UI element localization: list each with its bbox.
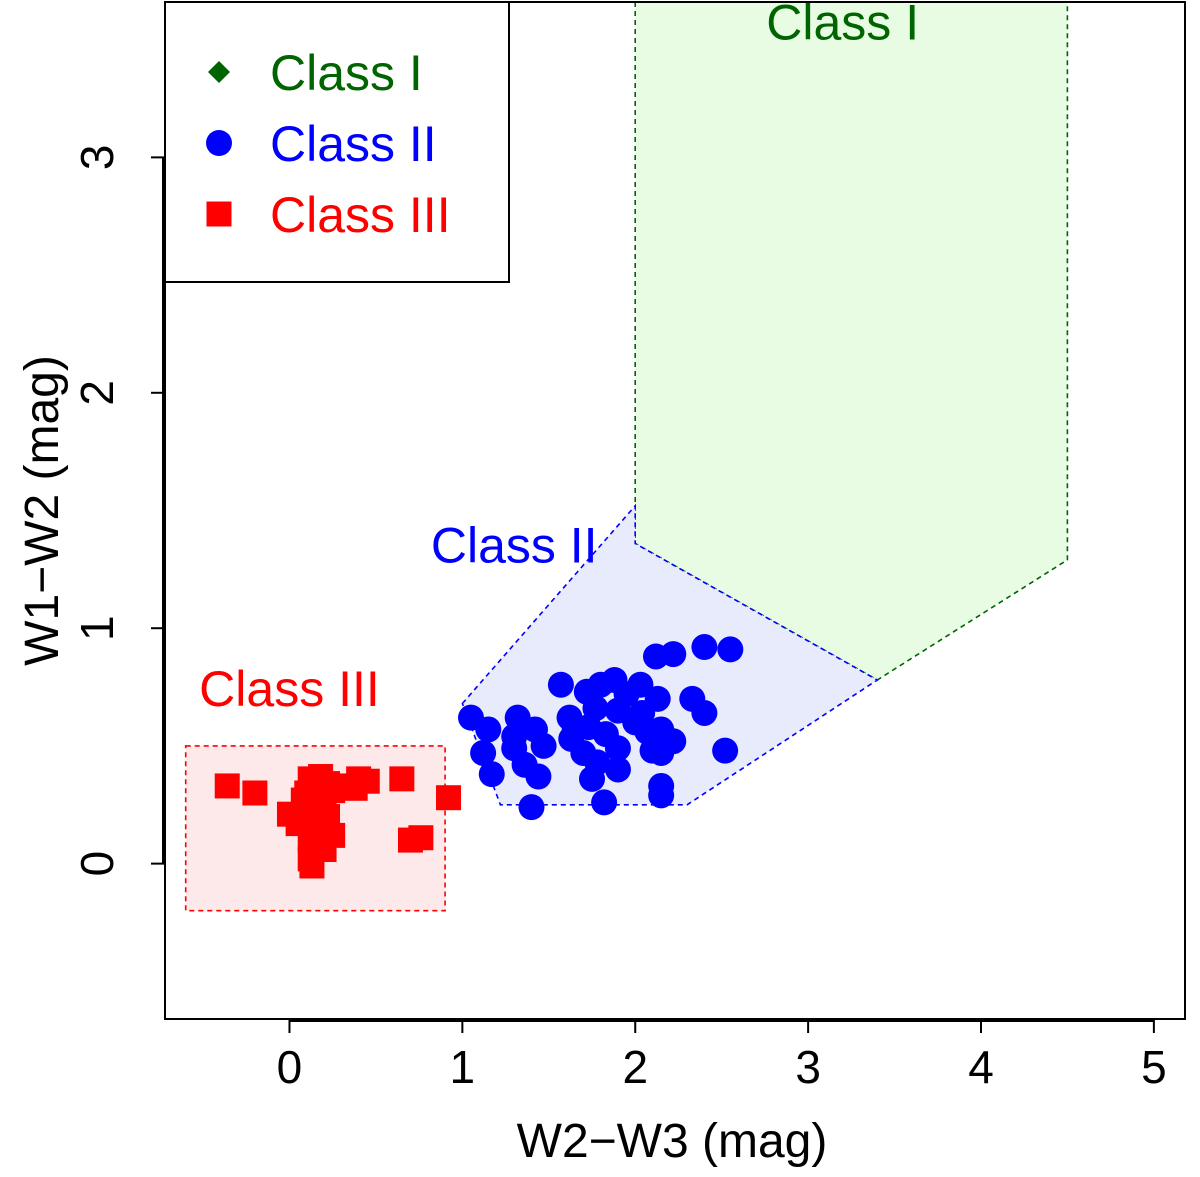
class-ii-point-43 xyxy=(691,699,718,726)
class-ii-point-10 xyxy=(530,732,557,759)
class-ii-point-29 xyxy=(627,671,654,698)
x-tick-label-5: 5 xyxy=(1141,1041,1167,1093)
class-iii-point-0 xyxy=(214,773,240,799)
legend-marker-2 xyxy=(206,201,232,227)
class-iii-point-20 xyxy=(354,768,380,794)
class-ii-point-34 xyxy=(644,685,671,712)
class-ii-point-23 xyxy=(582,695,609,722)
data-points-layer xyxy=(214,634,744,879)
plot-frame xyxy=(164,1,1186,1020)
legend-label-0: Class I xyxy=(270,45,423,101)
x-tick-label-4: 4 xyxy=(968,1041,994,1093)
class-ii-point-38 xyxy=(660,728,687,755)
class-ii-point-2 xyxy=(470,739,497,766)
axes-layer: 0 1 2 3 4 5 0 1 2 3 xyxy=(71,145,1167,1093)
y-axis-title: W1−W2 (mag) xyxy=(16,355,69,666)
class-ii-point-45 xyxy=(712,737,739,764)
legend: Class I Class II Class III xyxy=(164,1,510,283)
class-ii-point-37 xyxy=(660,641,687,668)
x-tick-label-0: 0 xyxy=(277,1041,303,1093)
class-iii-point-24 xyxy=(436,785,462,811)
legend-label-1: Class II xyxy=(270,116,437,172)
class-iii-point-1 xyxy=(242,780,268,806)
class-ii-point-19 xyxy=(584,749,611,776)
class-ii-point-42 xyxy=(691,634,718,661)
class-ii-point-25 xyxy=(604,735,631,762)
x-axis-title: W2−W3 (mag) xyxy=(517,1115,828,1168)
class-ii-point-12 xyxy=(547,671,574,698)
class-ii-point-47 xyxy=(604,697,631,724)
class-iii-point-21 xyxy=(389,766,415,792)
class-ii-point-26 xyxy=(604,756,631,783)
class-ii-point-11 xyxy=(518,794,545,821)
legend-marker-0 xyxy=(208,61,230,83)
y-tick-label-0: 0 xyxy=(71,851,123,877)
region-labels-layer: Class I Class II Class III xyxy=(199,0,919,717)
region-label-0: Class I xyxy=(766,0,919,51)
region-label-1: Class II xyxy=(431,517,598,573)
class-ii-point-1 xyxy=(475,716,502,743)
x-tick-label-1: 1 xyxy=(450,1041,476,1093)
y-tick-label-3: 3 xyxy=(71,145,123,171)
x-tick-label-3: 3 xyxy=(795,1041,821,1093)
class-ii-point-40 xyxy=(648,782,675,809)
region-label-2: Class III xyxy=(199,661,380,717)
legend-label-2: Class III xyxy=(270,187,451,243)
region-0 xyxy=(634,1,1069,681)
class-ii-point-3 xyxy=(478,761,505,788)
class-ii-point-27 xyxy=(591,789,618,816)
y-tick-label-1: 1 xyxy=(71,615,123,641)
y-tick-label-2: 2 xyxy=(71,380,123,406)
class-iii-point-27 xyxy=(320,822,346,848)
class-ii-point-9 xyxy=(525,763,552,790)
legend-marker-1 xyxy=(206,130,232,156)
class-iii-point-23 xyxy=(408,825,434,851)
class-ii-point-44 xyxy=(717,636,744,663)
class-iii-point-26 xyxy=(299,853,325,879)
x-tick-label-2: 2 xyxy=(622,1041,648,1093)
